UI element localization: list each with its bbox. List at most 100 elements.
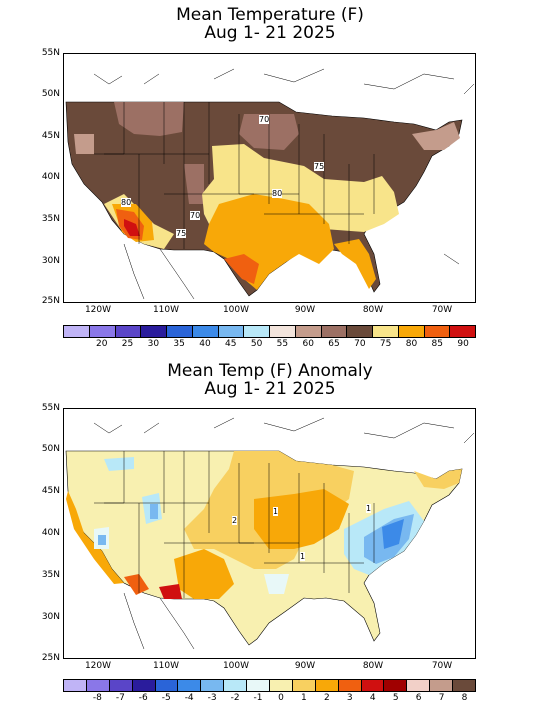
panel2-state-borders	[94, 451, 375, 598]
lat-label: 35N	[41, 570, 60, 580]
legend-tick-label: 90	[457, 339, 469, 349]
contour-label: 80	[121, 198, 132, 207]
legend-swatch	[292, 680, 316, 691]
legend-tick-label: 8	[461, 693, 468, 703]
lat-label: 50N	[41, 444, 60, 454]
panel1-title-line1: Mean Temperature (F)	[176, 5, 364, 25]
legend-tick-label: -7	[115, 693, 125, 703]
legend-tick-label: 30	[147, 339, 160, 349]
legend-tick-label: 7	[438, 693, 445, 703]
contour-label: 80	[272, 189, 283, 198]
lon-label: 100W	[222, 305, 250, 315]
lon-label: 70W	[431, 661, 453, 671]
legend-tick-label: -2	[230, 693, 240, 703]
panel2-title-line2: Aug 1- 21 2025	[204, 379, 336, 399]
panel1-map-svg	[65, 68, 475, 300]
legend-tick-label: 40	[199, 339, 211, 349]
legend-swatch	[167, 326, 193, 337]
panel2-color-legend	[63, 679, 476, 692]
lat-label: 40N	[41, 172, 60, 182]
contour-label: 75	[176, 229, 187, 238]
legend-swatch	[64, 680, 87, 691]
legend-tick-label: -6	[138, 693, 148, 703]
panel1-state-borders	[94, 102, 375, 249]
lon-label: 90W	[294, 661, 316, 671]
legend-tick-label: 4	[369, 693, 376, 703]
legend-swatch	[361, 680, 385, 691]
legend-swatch	[247, 680, 271, 691]
legend-swatch	[384, 680, 408, 691]
legend-swatch	[338, 680, 362, 691]
lat-label: 55N	[41, 403, 60, 413]
legend-tick-label: 3	[346, 693, 353, 703]
panel2-map: 2 1 1 1	[63, 408, 476, 659]
legend-tick-label: -8	[92, 693, 102, 703]
lon-label: 80W	[362, 305, 384, 315]
legend-tick-label: 20	[95, 339, 108, 349]
legend-swatch	[321, 326, 348, 337]
legend-tick-label: -4	[184, 693, 194, 703]
legend-swatch	[244, 326, 270, 337]
legend-tick-label: -3	[207, 693, 217, 703]
legend-swatch	[373, 326, 399, 337]
legend-swatch	[398, 326, 425, 337]
contour-label: 1	[300, 552, 306, 561]
legend-swatch	[192, 326, 219, 337]
legend-swatch	[407, 680, 431, 691]
legend-swatch	[424, 326, 451, 337]
panel1-color-legend	[63, 325, 476, 338]
panel2-title-line1: Mean Temp (F) Anomaly	[167, 361, 373, 381]
lat-label: 30N	[41, 256, 60, 266]
legend-tick-label: -5	[161, 693, 171, 703]
panel2-map-svg	[65, 417, 475, 650]
panel2-coastlines	[93, 417, 475, 650]
contour-label: 70	[259, 115, 270, 124]
legend-swatch	[132, 680, 156, 691]
panel1-title: Mean Temperature (F) Aug 1- 21 2025	[0, 6, 540, 42]
contour-label: 75	[314, 162, 325, 171]
legend-tick-label: 55	[276, 339, 289, 349]
legend-tick-label: 45	[225, 339, 237, 349]
legend-swatch	[347, 326, 373, 337]
panel1-map: 70 75 80 80 70 75	[63, 53, 476, 303]
lat-label: 25N	[41, 653, 60, 663]
lat-label: 55N	[41, 48, 60, 58]
lon-label: 70W	[431, 305, 453, 315]
legend-swatch	[224, 680, 248, 691]
contour-label: 1	[273, 507, 279, 516]
lon-label: 120W	[84, 305, 112, 315]
legend-swatch	[218, 326, 245, 337]
legend-tick-label: 80	[405, 339, 418, 349]
contour-label: 70	[190, 211, 201, 220]
legend-tick-label: 65	[328, 339, 340, 349]
legend-tick-label: 5	[392, 693, 399, 703]
legend-swatch	[109, 680, 133, 691]
legend-tick-label: 6	[415, 693, 422, 703]
lat-label: 30N	[41, 612, 60, 622]
lon-label: 120W	[84, 661, 112, 671]
legend-swatch	[115, 326, 142, 337]
legend-tick-label: 50	[250, 339, 263, 349]
legend-tick-label: 60	[302, 339, 314, 349]
legend-swatch	[89, 326, 116, 337]
legend-swatch	[430, 680, 454, 691]
lat-label: 25N	[41, 296, 60, 306]
lat-label: 45N	[41, 131, 60, 141]
legend-tick-label: 0	[278, 693, 284, 703]
legend-swatch	[270, 680, 293, 691]
lat-label: 35N	[41, 214, 60, 224]
lon-label: 110W	[152, 661, 180, 671]
legend-tick-label: 2	[323, 693, 330, 703]
legend-tick-label: 70	[354, 339, 366, 349]
legend-tick-label: -1	[253, 693, 263, 703]
legend-tick-label: 85	[431, 339, 443, 349]
legend-swatch	[178, 680, 202, 691]
legend-tick-label: 75	[379, 339, 392, 349]
legend-swatch	[270, 326, 296, 337]
lat-label: 50N	[41, 89, 60, 99]
legend-swatch	[295, 326, 322, 337]
legend-swatch	[453, 680, 476, 691]
lon-label: 100W	[222, 661, 250, 671]
lat-label: 45N	[41, 486, 60, 496]
lat-label: 40N	[41, 528, 60, 538]
